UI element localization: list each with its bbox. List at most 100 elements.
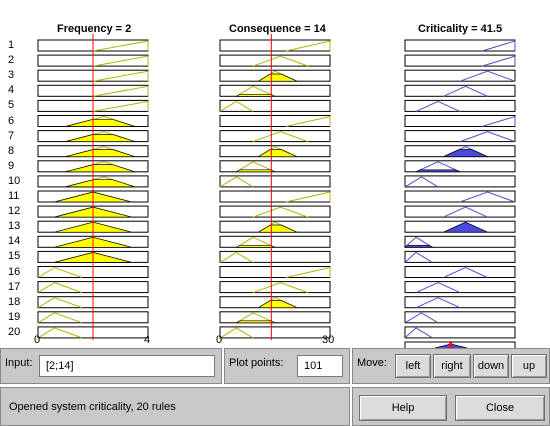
input-fired-area bbox=[257, 149, 298, 158]
rule-number: 19 bbox=[8, 310, 21, 323]
input-fired-area bbox=[257, 300, 298, 309]
frequency-axis-min: 0 bbox=[34, 334, 41, 346]
output-membership-line bbox=[443, 266, 488, 278]
output-membership-line bbox=[404, 251, 433, 263]
input-membership-line bbox=[285, 115, 331, 127]
rule-number: 16 bbox=[8, 265, 21, 278]
input-membership-line bbox=[285, 266, 331, 278]
status-panel: Opened system criticality, 20 rules bbox=[0, 387, 350, 426]
rule-number: 1 bbox=[8, 39, 15, 51]
input-membership-line bbox=[236, 85, 276, 97]
help-button[interactable]: Help bbox=[359, 395, 447, 421]
input-membership-line bbox=[92, 70, 149, 82]
rule-number: 10 bbox=[8, 174, 21, 187]
rule-cell bbox=[219, 115, 331, 127]
move-down-button[interactable]: down bbox=[473, 354, 509, 378]
output-membership-line bbox=[481, 55, 516, 67]
rule-cell bbox=[404, 175, 516, 188]
rule-number: 15 bbox=[8, 250, 21, 263]
input-fired-area bbox=[257, 224, 298, 233]
rule-cell bbox=[404, 235, 516, 248]
output-membership-line bbox=[459, 131, 516, 143]
output-membership-line bbox=[443, 85, 488, 97]
input-fired-area bbox=[235, 93, 276, 97]
frequency-axis-max: 4 bbox=[144, 334, 151, 346]
input-fired-area bbox=[257, 73, 298, 82]
rule-cell bbox=[404, 205, 516, 218]
close-button[interactable]: Close bbox=[455, 395, 545, 421]
rule-cell bbox=[404, 311, 516, 324]
rule-number: 12 bbox=[8, 205, 21, 218]
output-membership-line bbox=[415, 100, 461, 112]
output-membership-line bbox=[415, 297, 461, 309]
input-fired-area bbox=[65, 134, 135, 142]
action-panel: Help Close bbox=[352, 387, 550, 426]
rule-number: 6 bbox=[8, 114, 15, 127]
input-membership-line bbox=[92, 55, 149, 67]
rule-cell bbox=[219, 311, 331, 324]
rule-cell bbox=[404, 84, 516, 97]
rule-number: 11 bbox=[8, 190, 20, 202]
input-membership-line bbox=[285, 191, 331, 203]
rule-cell bbox=[219, 130, 331, 143]
input-membership-line bbox=[252, 206, 309, 218]
input-membership-line bbox=[37, 297, 83, 309]
move-right-button[interactable]: right bbox=[433, 354, 471, 378]
input-membership-line bbox=[252, 282, 309, 294]
rule-cell bbox=[219, 39, 331, 52]
move-left-button[interactable]: left bbox=[395, 354, 431, 378]
input-membership-line bbox=[37, 327, 83, 339]
rule-cell bbox=[219, 99, 331, 112]
input-field[interactable]: [2;14] bbox=[39, 355, 215, 377]
rule-cell bbox=[219, 160, 331, 173]
rule-number: 13 bbox=[8, 220, 21, 233]
input-fired-area bbox=[65, 149, 135, 158]
plot-points-field[interactable]: 101 bbox=[297, 355, 343, 377]
output-membership-line bbox=[459, 70, 516, 82]
rule-number: 8 bbox=[8, 144, 15, 157]
output-membership-line bbox=[415, 282, 461, 294]
rule-number: 9 bbox=[8, 159, 15, 172]
output-membership-line bbox=[404, 236, 433, 248]
rule-cell bbox=[219, 250, 331, 263]
input-membership-line bbox=[37, 312, 83, 324]
input-membership-line bbox=[236, 236, 276, 248]
rule-cell bbox=[219, 266, 331, 278]
output-membership-line bbox=[415, 161, 461, 173]
input-membership-line bbox=[37, 266, 83, 278]
rule-number: 14 bbox=[8, 235, 21, 248]
input-label: Input: bbox=[5, 357, 33, 369]
input-membership-line bbox=[252, 55, 309, 67]
rule-number: 4 bbox=[8, 84, 15, 97]
input-membership-line bbox=[219, 327, 254, 339]
move-up-button[interactable]: up bbox=[511, 354, 547, 378]
rule-cell bbox=[219, 190, 331, 203]
input-panel: Input: [2;14] bbox=[0, 348, 222, 384]
input-fired-area bbox=[235, 244, 276, 248]
output-fired-area bbox=[443, 149, 488, 158]
input-membership-line bbox=[92, 85, 149, 97]
rule-cell bbox=[404, 326, 516, 339]
rule-cell bbox=[219, 84, 331, 97]
input-fired-area bbox=[65, 164, 135, 173]
input-fired-area bbox=[235, 320, 276, 324]
rule-cell bbox=[404, 99, 516, 112]
rule-number: 20 bbox=[8, 325, 21, 338]
output-fired-area bbox=[415, 169, 461, 173]
frequency-title: Frequency = 2 bbox=[57, 23, 132, 35]
move-label: Move: bbox=[357, 357, 387, 369]
input-membership-line bbox=[252, 131, 309, 143]
input-membership-line bbox=[92, 40, 149, 52]
output-membership-line bbox=[459, 191, 516, 203]
rule-number: 3 bbox=[8, 69, 15, 82]
consequence-axis-max: 30 bbox=[322, 334, 335, 346]
rule-cell bbox=[404, 281, 516, 294]
input-membership-line bbox=[37, 282, 83, 294]
consequence-axis-min: 0 bbox=[216, 334, 223, 346]
rule-cell bbox=[404, 296, 516, 309]
input-fired-area bbox=[65, 118, 135, 127]
input-membership-line bbox=[236, 161, 276, 173]
input-membership-line bbox=[236, 312, 276, 324]
